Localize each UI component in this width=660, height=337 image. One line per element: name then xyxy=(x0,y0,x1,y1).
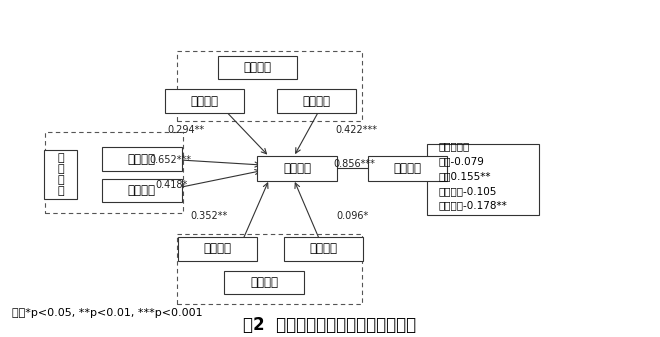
Text: 0.422***: 0.422*** xyxy=(335,125,378,135)
Text: 群聚效应: 群聚效应 xyxy=(310,242,337,255)
FancyBboxPatch shape xyxy=(165,89,244,113)
Text: 感知收益: 感知收益 xyxy=(128,184,156,197)
Text: 态度因素: 态度因素 xyxy=(244,61,271,74)
FancyBboxPatch shape xyxy=(284,237,363,261)
Text: 分享行为: 分享行为 xyxy=(393,162,421,175)
FancyBboxPatch shape xyxy=(427,144,539,215)
Bar xyxy=(177,234,362,304)
Text: 自我效能: 自我效能 xyxy=(128,153,156,165)
Text: 0.096*: 0.096* xyxy=(337,211,369,221)
FancyBboxPatch shape xyxy=(368,156,447,181)
Text: 0.856***: 0.856*** xyxy=(333,159,376,169)
Text: 价
值
因
素: 价 值 因 素 xyxy=(57,153,64,196)
FancyBboxPatch shape xyxy=(257,156,337,181)
Text: 环境因素: 环境因素 xyxy=(250,276,278,289)
Text: 社会支持: 社会支持 xyxy=(204,242,232,255)
FancyBboxPatch shape xyxy=(178,237,257,261)
FancyBboxPatch shape xyxy=(277,89,356,113)
Text: 图2  结构方程模型的标准化路径系数: 图2 结构方程模型的标准化路径系数 xyxy=(244,316,416,334)
Bar xyxy=(45,132,183,213)
Text: 分享意愿: 分享意愿 xyxy=(283,162,311,175)
Text: 信息质量: 信息质量 xyxy=(303,95,331,108)
FancyBboxPatch shape xyxy=(102,147,182,171)
Text: 0.652***: 0.652*** xyxy=(149,155,191,165)
Text: 0.294**: 0.294** xyxy=(168,125,205,135)
FancyBboxPatch shape xyxy=(44,150,77,199)
FancyBboxPatch shape xyxy=(102,179,182,202)
Text: 0.352**: 0.352** xyxy=(191,211,228,221)
Text: 控制变量：
性别-0.079
年龄0.155**
教育程度-0.105
自感健康-0.178**: 控制变量： 性别-0.079 年龄0.155** 教育程度-0.105 自感健康… xyxy=(438,141,507,211)
FancyBboxPatch shape xyxy=(218,56,297,79)
FancyBboxPatch shape xyxy=(224,271,304,294)
Text: 感知有用: 感知有用 xyxy=(191,95,218,108)
Bar xyxy=(177,51,362,121)
Text: 注：*p<0.05, **p<0.01, ***p<0.001: 注：*p<0.05, **p<0.01, ***p<0.001 xyxy=(12,308,203,318)
Text: 0.418*: 0.418* xyxy=(156,180,188,190)
